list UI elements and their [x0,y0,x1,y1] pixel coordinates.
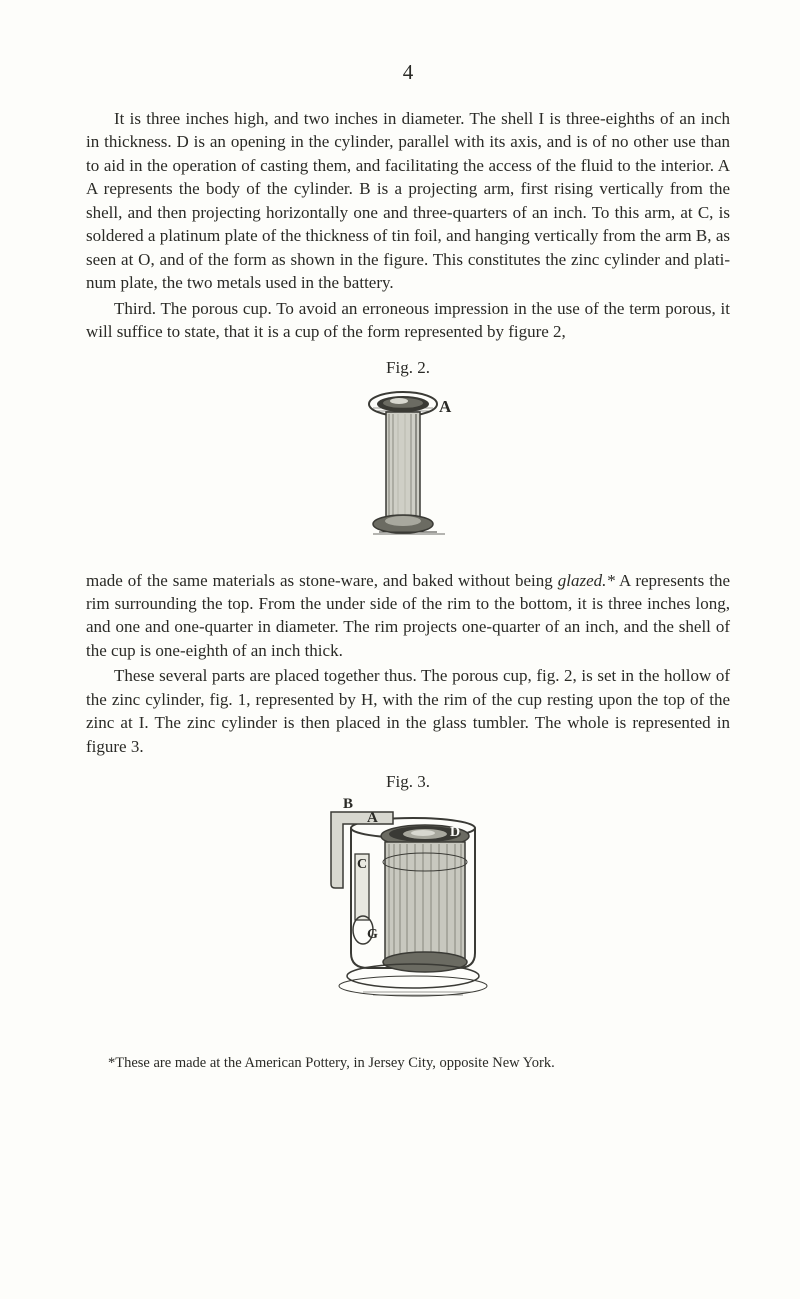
figure-3-label-D: D [450,825,460,840]
footnote: *These are made at the American Pottery,… [86,1053,730,1073]
figure-2-label: Fig. 2. [86,358,730,378]
figure-2: A [86,384,730,559]
paragraph-2: Third. The porous cup. To avoid an erron… [86,297,730,344]
paragraph-1: It is three inches high, and two inches … [86,107,730,295]
figure-3: B A C D G [86,798,730,1013]
figure-3-label-C: C [357,857,367,872]
figure-3-svg: B A C D G [293,798,523,1008]
page-number: 4 [86,60,730,85]
paragraph-3: made of the same materials as stone-ware… [86,569,730,663]
figure-3-label-B: B [343,798,353,812]
figure-2-svg: A [333,384,483,554]
paragraph-3a: made of the same materials as stone-ware… [86,571,558,590]
figure-3-label-A: A [367,810,378,826]
paragraph-3-italic: glazed.* [558,571,615,590]
figure-3-label: Fig. 3. [86,772,730,792]
paragraph-4: These several parts are placed together … [86,664,730,758]
document-page: 4 It is three inches high, and two inche… [0,0,800,1299]
figure-3-label-G: G [367,927,378,942]
figure-2-label-A: A [439,397,452,416]
